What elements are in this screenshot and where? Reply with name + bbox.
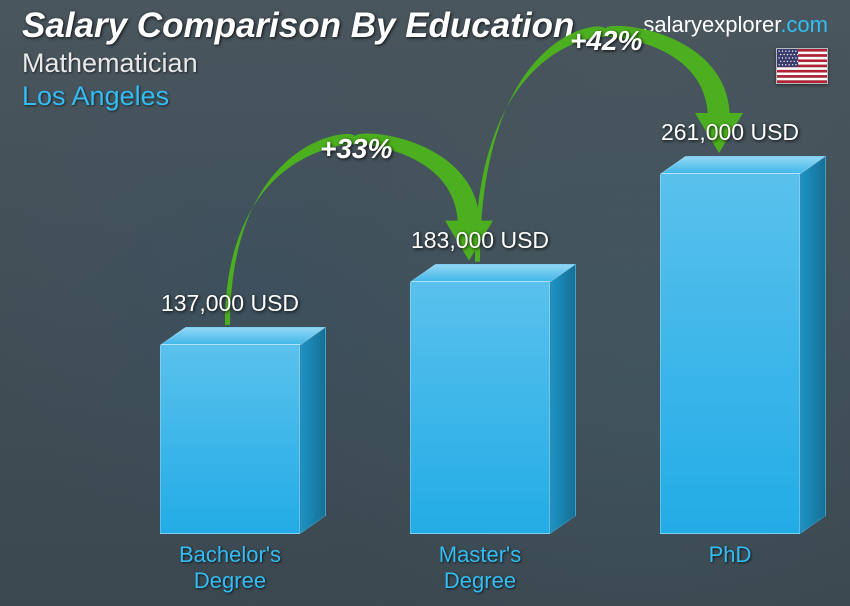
bar-side <box>550 264 576 534</box>
bar-front <box>660 174 800 534</box>
flag-icon <box>776 48 828 84</box>
bar-category-label: Bachelor'sDegree <box>130 542 330 594</box>
bar-category-label: PhD <box>630 542 830 568</box>
brand-text: salaryexplorer <box>643 12 780 37</box>
bar-value-label: 183,000 USD <box>411 227 549 254</box>
chart-location: Los Angeles <box>22 81 828 112</box>
bar-side <box>300 327 326 534</box>
chart-subtitle: Mathematician <box>22 48 828 79</box>
brand-domain: .com <box>780 12 828 37</box>
bar <box>160 345 300 534</box>
bar-side <box>800 156 826 534</box>
increase-label: +33% <box>320 133 392 165</box>
brand-link[interactable]: salaryexplorer.com <box>643 12 828 38</box>
bar-value-label: 137,000 USD <box>161 290 299 317</box>
bar-category-label: Master'sDegree <box>380 542 580 594</box>
infographic-canvas: Salary Comparison By Education Mathemati… <box>0 0 850 606</box>
bar-value-label: 261,000 USD <box>661 119 799 146</box>
flag-canton <box>777 49 798 67</box>
bar-chart: 137,000 USDBachelor'sDegree183,000 USDMa… <box>50 140 790 534</box>
bar-top <box>660 156 826 174</box>
bar-front <box>410 282 550 534</box>
bar-top <box>410 264 576 282</box>
bar <box>410 282 550 534</box>
bar-top <box>160 327 326 345</box>
bar <box>660 174 800 534</box>
bar-front <box>160 345 300 534</box>
